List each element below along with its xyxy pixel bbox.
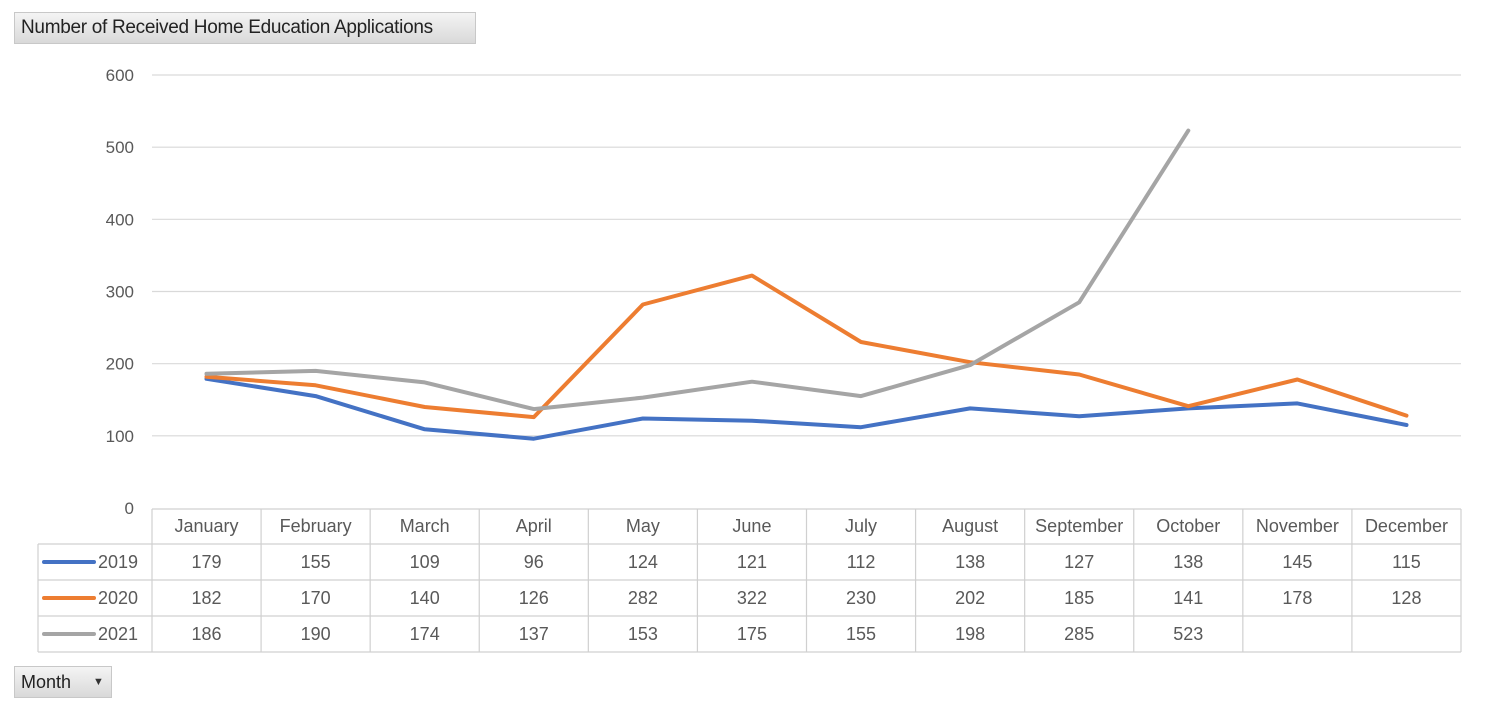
table-value: 127 (1064, 552, 1094, 572)
table-value: 137 (519, 624, 549, 644)
x-category-label: October (1156, 516, 1220, 536)
series-line-2019 (204, 376, 1409, 441)
y-tick-label: 200 (106, 355, 134, 374)
table-value: 285 (1064, 624, 1094, 644)
x-category-label: June (732, 516, 771, 536)
x-category-label: August (942, 516, 998, 536)
x-category-label: December (1365, 516, 1448, 536)
table-value: 155 (301, 552, 331, 572)
table-value: 322 (737, 588, 767, 608)
data-table: January February March April May June July Augu… (37, 508, 1462, 653)
y-tick-label: 500 (106, 138, 134, 157)
x-category-label: January (175, 516, 239, 536)
table-value: 115 (1392, 552, 1421, 572)
table-value: 109 (410, 552, 440, 572)
table-value: 282 (628, 588, 658, 608)
table-value: 121 (737, 552, 767, 572)
table-value: 155 (846, 624, 876, 644)
legend-series-name: 2020 (98, 588, 138, 608)
table-value: 128 (1391, 588, 1421, 608)
table-value: 153 (628, 624, 658, 644)
table-value: 96 (524, 552, 544, 572)
table-value: 523 (1173, 624, 1203, 644)
table-value: 141 (1173, 588, 1203, 608)
table-value: 170 (301, 588, 331, 608)
table-value: 190 (301, 624, 331, 644)
table-value: 175 (737, 624, 767, 644)
x-category-label: May (626, 516, 660, 536)
table-value: 230 (846, 588, 876, 608)
x-category-label: November (1256, 516, 1339, 536)
table-value: 140 (410, 588, 440, 608)
table-value: 179 (192, 552, 222, 572)
table-value: 185 (1064, 588, 1094, 608)
dropdown-caret-icon: ▼ (93, 676, 104, 688)
table-value: 178 (1282, 588, 1312, 608)
table-value: 202 (955, 588, 985, 608)
x-category-label: September (1035, 516, 1123, 536)
legend-series-name: 2021 (98, 624, 138, 644)
y-tick-label: 0 (125, 499, 134, 518)
chart-title-button[interactable]: Number of Received Home Education Applic… (14, 12, 476, 44)
x-category-label: July (845, 516, 877, 536)
table-value: 138 (1173, 552, 1203, 572)
table-value: 182 (192, 588, 222, 608)
table-value: 124 (628, 552, 658, 572)
series-lines (204, 128, 1409, 441)
table-value: 174 (410, 624, 440, 644)
x-category-label: April (516, 516, 552, 536)
table-value: 126 (519, 588, 549, 608)
series-line-2020 (204, 273, 1409, 420)
y-tick-label: 400 (106, 210, 134, 229)
series-line-2021 (204, 128, 1191, 412)
y-tick-label: 600 (106, 66, 134, 85)
y-tick-label: 100 (106, 427, 134, 446)
x-category-label: February (280, 516, 352, 536)
month-filter-label: Month (21, 672, 72, 692)
y-tick-label: 300 (106, 283, 134, 302)
gridlines (152, 74, 1461, 437)
x-category-label: March (400, 516, 450, 536)
table-value: 186 (192, 624, 222, 644)
table-value: 145 (1282, 552, 1312, 572)
table-value: 138 (955, 552, 985, 572)
legend-series-name: 2019 (98, 552, 138, 572)
y-axis-tick-labels: 0 100 200 300 400 500 600 (106, 66, 134, 518)
table-value: 112 (847, 552, 876, 572)
table-value: 198 (955, 624, 985, 644)
month-filter-button[interactable]: Month ▼ (14, 666, 112, 698)
